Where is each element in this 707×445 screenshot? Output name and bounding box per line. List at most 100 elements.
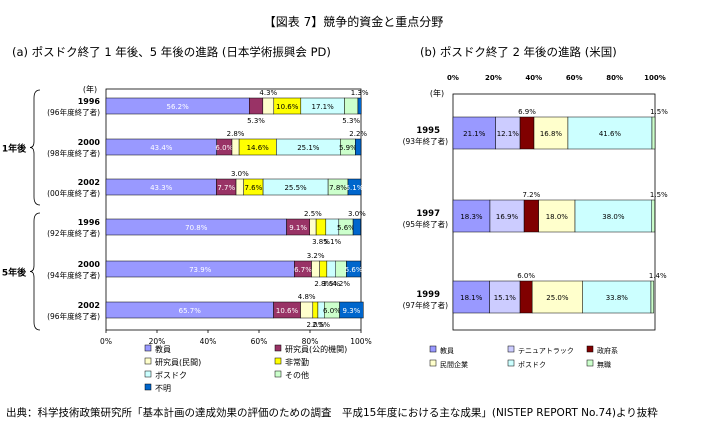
legend-swatch [507, 359, 515, 367]
data-label: 56.2% [167, 103, 190, 111]
legend-swatch [144, 383, 152, 391]
legend-label: 民間企業 [440, 360, 468, 369]
data-label: 10.6% [276, 103, 299, 111]
bar-segment [519, 116, 535, 150]
x-tick-label-a: 100% [350, 337, 371, 346]
category-note: (92年度終了者) [47, 228, 100, 238]
bar-segment [235, 178, 244, 196]
data-label: 25.1% [297, 144, 320, 152]
data-label: 16.8% [540, 130, 563, 138]
data-label: 3.8% [312, 238, 330, 246]
bar-segment [523, 199, 539, 233]
legend-label: ポスドク [155, 371, 187, 380]
category-year: 2002 [78, 301, 100, 310]
data-label: 3.5% [322, 280, 340, 288]
category-note: (97年終了者) [403, 300, 448, 310]
data-label: 12.1% [497, 130, 520, 138]
x-tick-label-a: 20% [149, 337, 166, 346]
data-label: 1.5% [650, 108, 668, 116]
bar-segment [531, 280, 583, 314]
data-label: 4.2% [332, 280, 350, 288]
data-label: 4.3% [259, 89, 277, 97]
data-label: 18.0% [546, 213, 569, 221]
category-note: (95年終了者) [403, 219, 448, 229]
bar-segment [357, 97, 362, 115]
bar-segment [538, 199, 576, 233]
legend-swatch [429, 345, 437, 353]
category-note: (94年度終了者) [47, 270, 100, 280]
x-tick-label-b: 40% [525, 74, 542, 82]
bar-segment [312, 301, 319, 319]
legend-label: 不明 [155, 384, 171, 393]
data-label: 7.6% [244, 184, 262, 192]
x-tick-label-a: 60% [251, 337, 268, 346]
data-label: 2.5% [304, 210, 322, 218]
x-tick-label-b: 80% [606, 74, 623, 82]
data-label: 6.0% [517, 272, 535, 280]
bar-segment [352, 218, 361, 236]
category-year: 2002 [78, 178, 100, 187]
data-label: 38.0% [602, 213, 625, 221]
group-label: 1年後 [2, 143, 27, 155]
bar-segment [300, 301, 314, 319]
data-label: 3.2% [307, 252, 325, 260]
data-label: 6.0% [215, 144, 233, 152]
data-label: 65.7% [179, 307, 202, 315]
data-label: 7.8% [329, 184, 347, 192]
category-note: (96年度終了者) [47, 107, 100, 117]
bar-segment [311, 260, 320, 278]
bar-segment [231, 138, 240, 156]
data-label: 43.3% [150, 184, 173, 192]
bar-segment [574, 199, 653, 233]
category-year: 1996 [78, 97, 101, 106]
legend-swatch [429, 359, 437, 367]
data-label: 14.6% [247, 144, 270, 152]
data-label: 2.0% [306, 321, 324, 329]
plot-area-a [105, 88, 362, 331]
x-tick-label-a: 0% [100, 337, 112, 346]
data-label: 43.4% [150, 144, 173, 152]
data-label: 73.9% [189, 266, 212, 274]
bar-segment [339, 301, 364, 319]
bar-segment [567, 116, 653, 150]
data-label: 5.9% [339, 144, 357, 152]
bar-segment [651, 116, 656, 150]
data-label: 5.3% [342, 117, 360, 125]
data-label: 33.8% [606, 294, 629, 302]
category-note: (00年度終了者) [47, 188, 100, 198]
data-label: 7.7% [217, 184, 235, 192]
data-label: 17.1% [311, 103, 334, 111]
data-label: 2.8% [227, 130, 245, 138]
bar-segment [262, 97, 275, 115]
x-tick-label-b: 60% [566, 74, 583, 82]
bar-segment [489, 199, 525, 233]
legend-label: ポスドク [518, 361, 546, 369]
data-label: 1.4% [649, 272, 667, 280]
group-bracket [29, 89, 41, 206]
bar-segment [344, 97, 359, 115]
data-label: 5.1% [346, 184, 364, 192]
chart-a-title: (a) ポスドク終了 1 年後、5 年後の進路 (日本学術振興会 PD) [12, 45, 331, 59]
source-note: 出典：科学技術政策研究所「基本計画の達成効果の評価のための調査 平成15年度にお… [6, 407, 658, 419]
legend-label: 教員 [155, 344, 171, 354]
data-label: 3.0% [231, 170, 249, 178]
category-year: 1996 [78, 218, 101, 227]
category-year: 2000 [78, 138, 101, 147]
data-label: 5.1% [323, 238, 341, 246]
data-label: 9.1% [289, 224, 307, 232]
x-tick-label-a: 80% [302, 337, 319, 346]
data-label: 5.6% [345, 266, 363, 274]
group-label: 5年後 [2, 267, 27, 279]
data-label: 41.6% [599, 130, 622, 138]
data-label: 1.5% [650, 191, 668, 199]
data-label: 25.5% [284, 184, 307, 192]
data-label: 2.2% [349, 130, 367, 138]
unit-label-b: (年) [430, 88, 444, 98]
data-label: 6.7% [294, 266, 312, 274]
legend-label: 研究員(公的機関) [285, 344, 347, 354]
data-label: 4.8% [298, 293, 316, 301]
legend-swatch [144, 357, 152, 365]
bar-segment [315, 218, 327, 236]
legend-label: 政府系 [597, 346, 618, 355]
